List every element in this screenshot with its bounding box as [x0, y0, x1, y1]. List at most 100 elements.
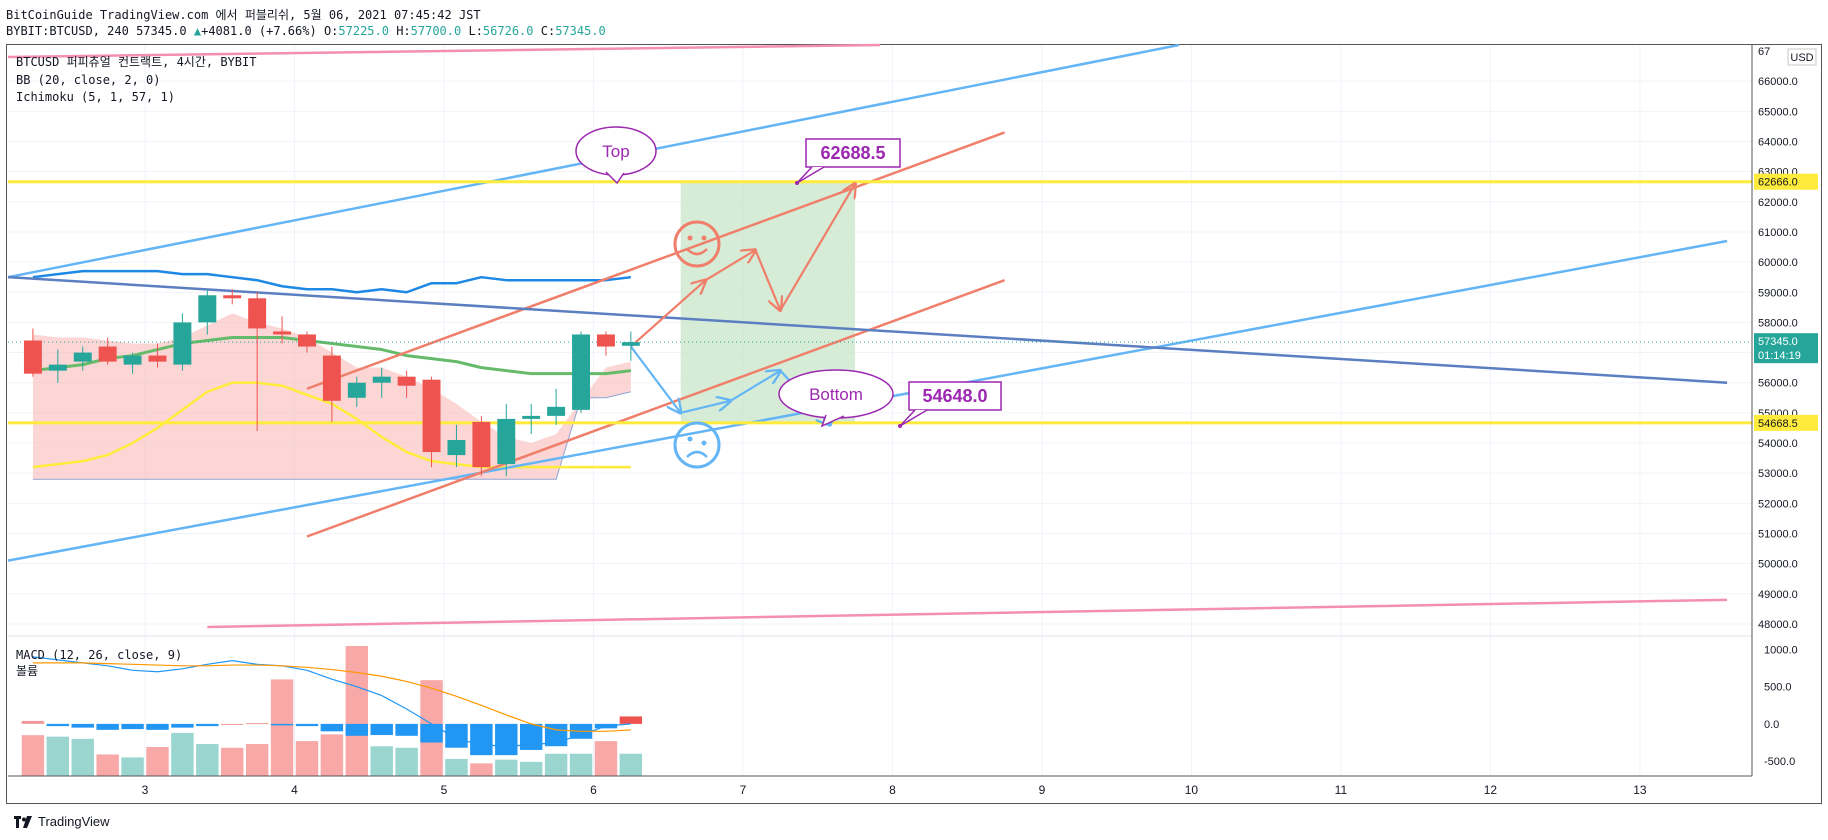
volume-bar	[221, 747, 244, 776]
macd-histogram-bar	[420, 723, 443, 743]
price-tick-label: 61000.0	[1758, 227, 1798, 239]
volume-bar	[295, 741, 319, 776]
legend-instrument: BTCUSD 퍼피츄얼 컨트랙트, 4시간, BYBIT	[16, 55, 256, 69]
scenario-up-arrow-segment	[754, 249, 780, 310]
macd-histogram-bar	[221, 723, 244, 725]
target-low-box	[908, 381, 1002, 411]
macd-histogram-bar	[345, 723, 369, 736]
price-badge-label: 62666.0	[1758, 177, 1798, 189]
macd-histogram-bar	[196, 723, 219, 727]
time-tick-label: 4	[291, 783, 298, 797]
pink-line-bottom	[207, 598, 1728, 629]
candle-body	[223, 295, 242, 299]
sad-eye-right	[701, 440, 707, 446]
publish-info: BitCoinGuide TradingView.com 에서 퍼블리쉬, 5월…	[6, 8, 481, 22]
descending-trendline	[7, 275, 1728, 384]
macd-histogram-bar	[46, 723, 70, 727]
volume-bar	[370, 746, 393, 776]
volume-bar	[245, 744, 269, 776]
smile-eye-right	[701, 235, 707, 241]
smile-mouth	[686, 248, 708, 256]
time-tick-label: 12	[1484, 783, 1498, 797]
smile-face-icon	[673, 220, 721, 268]
candle-body	[422, 379, 441, 453]
candle-body	[596, 334, 615, 347]
candle-body	[73, 352, 92, 362]
target-low-text: 54648.0	[922, 386, 987, 406]
macd-histogram-bar	[21, 720, 45, 724]
candle-body	[347, 382, 366, 398]
tradingview-logo-icon	[14, 815, 32, 828]
macd-histogram-bar	[619, 716, 643, 724]
macd-histogram-bar	[370, 723, 393, 736]
footer[interactable]: TradingView	[14, 814, 110, 829]
candle-body	[173, 322, 192, 365]
smile-eye-left	[687, 235, 693, 241]
macd-histogram-bar	[495, 723, 518, 756]
candle-body	[572, 334, 590, 410]
time-tick-label: 9	[1039, 783, 1046, 797]
high-label: H:	[396, 24, 411, 38]
candle-body	[497, 418, 516, 465]
candle-body	[298, 334, 316, 347]
candle-body	[547, 406, 566, 416]
volume-bar	[196, 744, 219, 776]
legend-ichimoku: Ichimoku (5, 1, 57, 1)	[16, 90, 175, 104]
macd-tick-label: 0.0	[1764, 719, 1779, 731]
low-value: 56726.0	[482, 24, 534, 38]
volume-bar	[569, 753, 593, 776]
candle-body	[23, 340, 42, 374]
symbol-ohlc-line: BYBIT:BTCUSD, 240 57345.0 ▲+4081.0 (+7.6…	[6, 24, 606, 38]
change-arrow-icon: ▲	[193, 24, 202, 38]
sad-eye-left	[687, 436, 693, 442]
target-high-text: 62688.5	[820, 143, 885, 163]
volume-bar	[171, 732, 194, 776]
volume-bar	[445, 758, 468, 776]
time-tick-label: 6	[590, 783, 597, 797]
price-badge	[1754, 333, 1818, 364]
bottom-label: Bottom	[809, 385, 863, 404]
top-label: Top	[602, 142, 629, 161]
volume-bar	[96, 754, 119, 776]
price-tick-label: 54000.0	[1758, 438, 1798, 450]
open-value: 57225.0	[338, 24, 389, 38]
macd-histogram-bar	[320, 723, 344, 732]
volume-bar	[46, 736, 70, 776]
volume-bar	[71, 738, 94, 776]
volume-bar	[544, 753, 568, 776]
legend: BTCUSD 퍼피츄얼 컨트랙트, 4시간, BYBIT BB (20, clos…	[16, 55, 256, 678]
close-value: 57345.0	[555, 24, 606, 38]
pink-line-top	[7, 43, 881, 59]
time-tick-label: 5	[441, 783, 448, 797]
volume-bar	[519, 761, 543, 776]
macd-histogram-bar	[395, 723, 418, 736]
price-badge-label: 54668.5	[1758, 418, 1798, 430]
scenario-down-arrow-segment	[629, 345, 681, 413]
scenario-down-arrow-segment	[680, 401, 731, 414]
macd-histogram-bar	[445, 723, 468, 748]
volume-bar	[345, 646, 369, 776]
red-channel-lower	[306, 279, 1006, 538]
scenario-up-arrow-segment	[779, 184, 855, 311]
macd-histogram-bar	[295, 723, 319, 727]
macd-histogram-bar	[171, 723, 194, 728]
currency-box	[1787, 48, 1817, 66]
legend-volume: 볼륨	[16, 664, 38, 678]
sad-face-icon	[673, 421, 721, 469]
candle-body	[248, 298, 267, 329]
target-low-anchor	[898, 424, 902, 428]
chart-frame[interactable]	[6, 44, 1822, 804]
target-high-anchor	[795, 181, 799, 185]
macd-histogram-bar	[71, 723, 94, 728]
volume-bar	[146, 747, 169, 776]
volume-bar	[320, 734, 344, 776]
price-badge	[1754, 173, 1818, 190]
price-badge	[1754, 414, 1818, 431]
price-tick-label: 59000.0	[1758, 287, 1798, 299]
last-price: 57345.0	[136, 24, 187, 38]
time-axis: 3 4 5 6 7 8 9 10 11 12 13	[8, 775, 1752, 797]
bottom-tail	[820, 414, 845, 428]
time-tick-label: 3	[142, 783, 149, 797]
price-badge-timer: 01:14:19	[1758, 350, 1801, 362]
